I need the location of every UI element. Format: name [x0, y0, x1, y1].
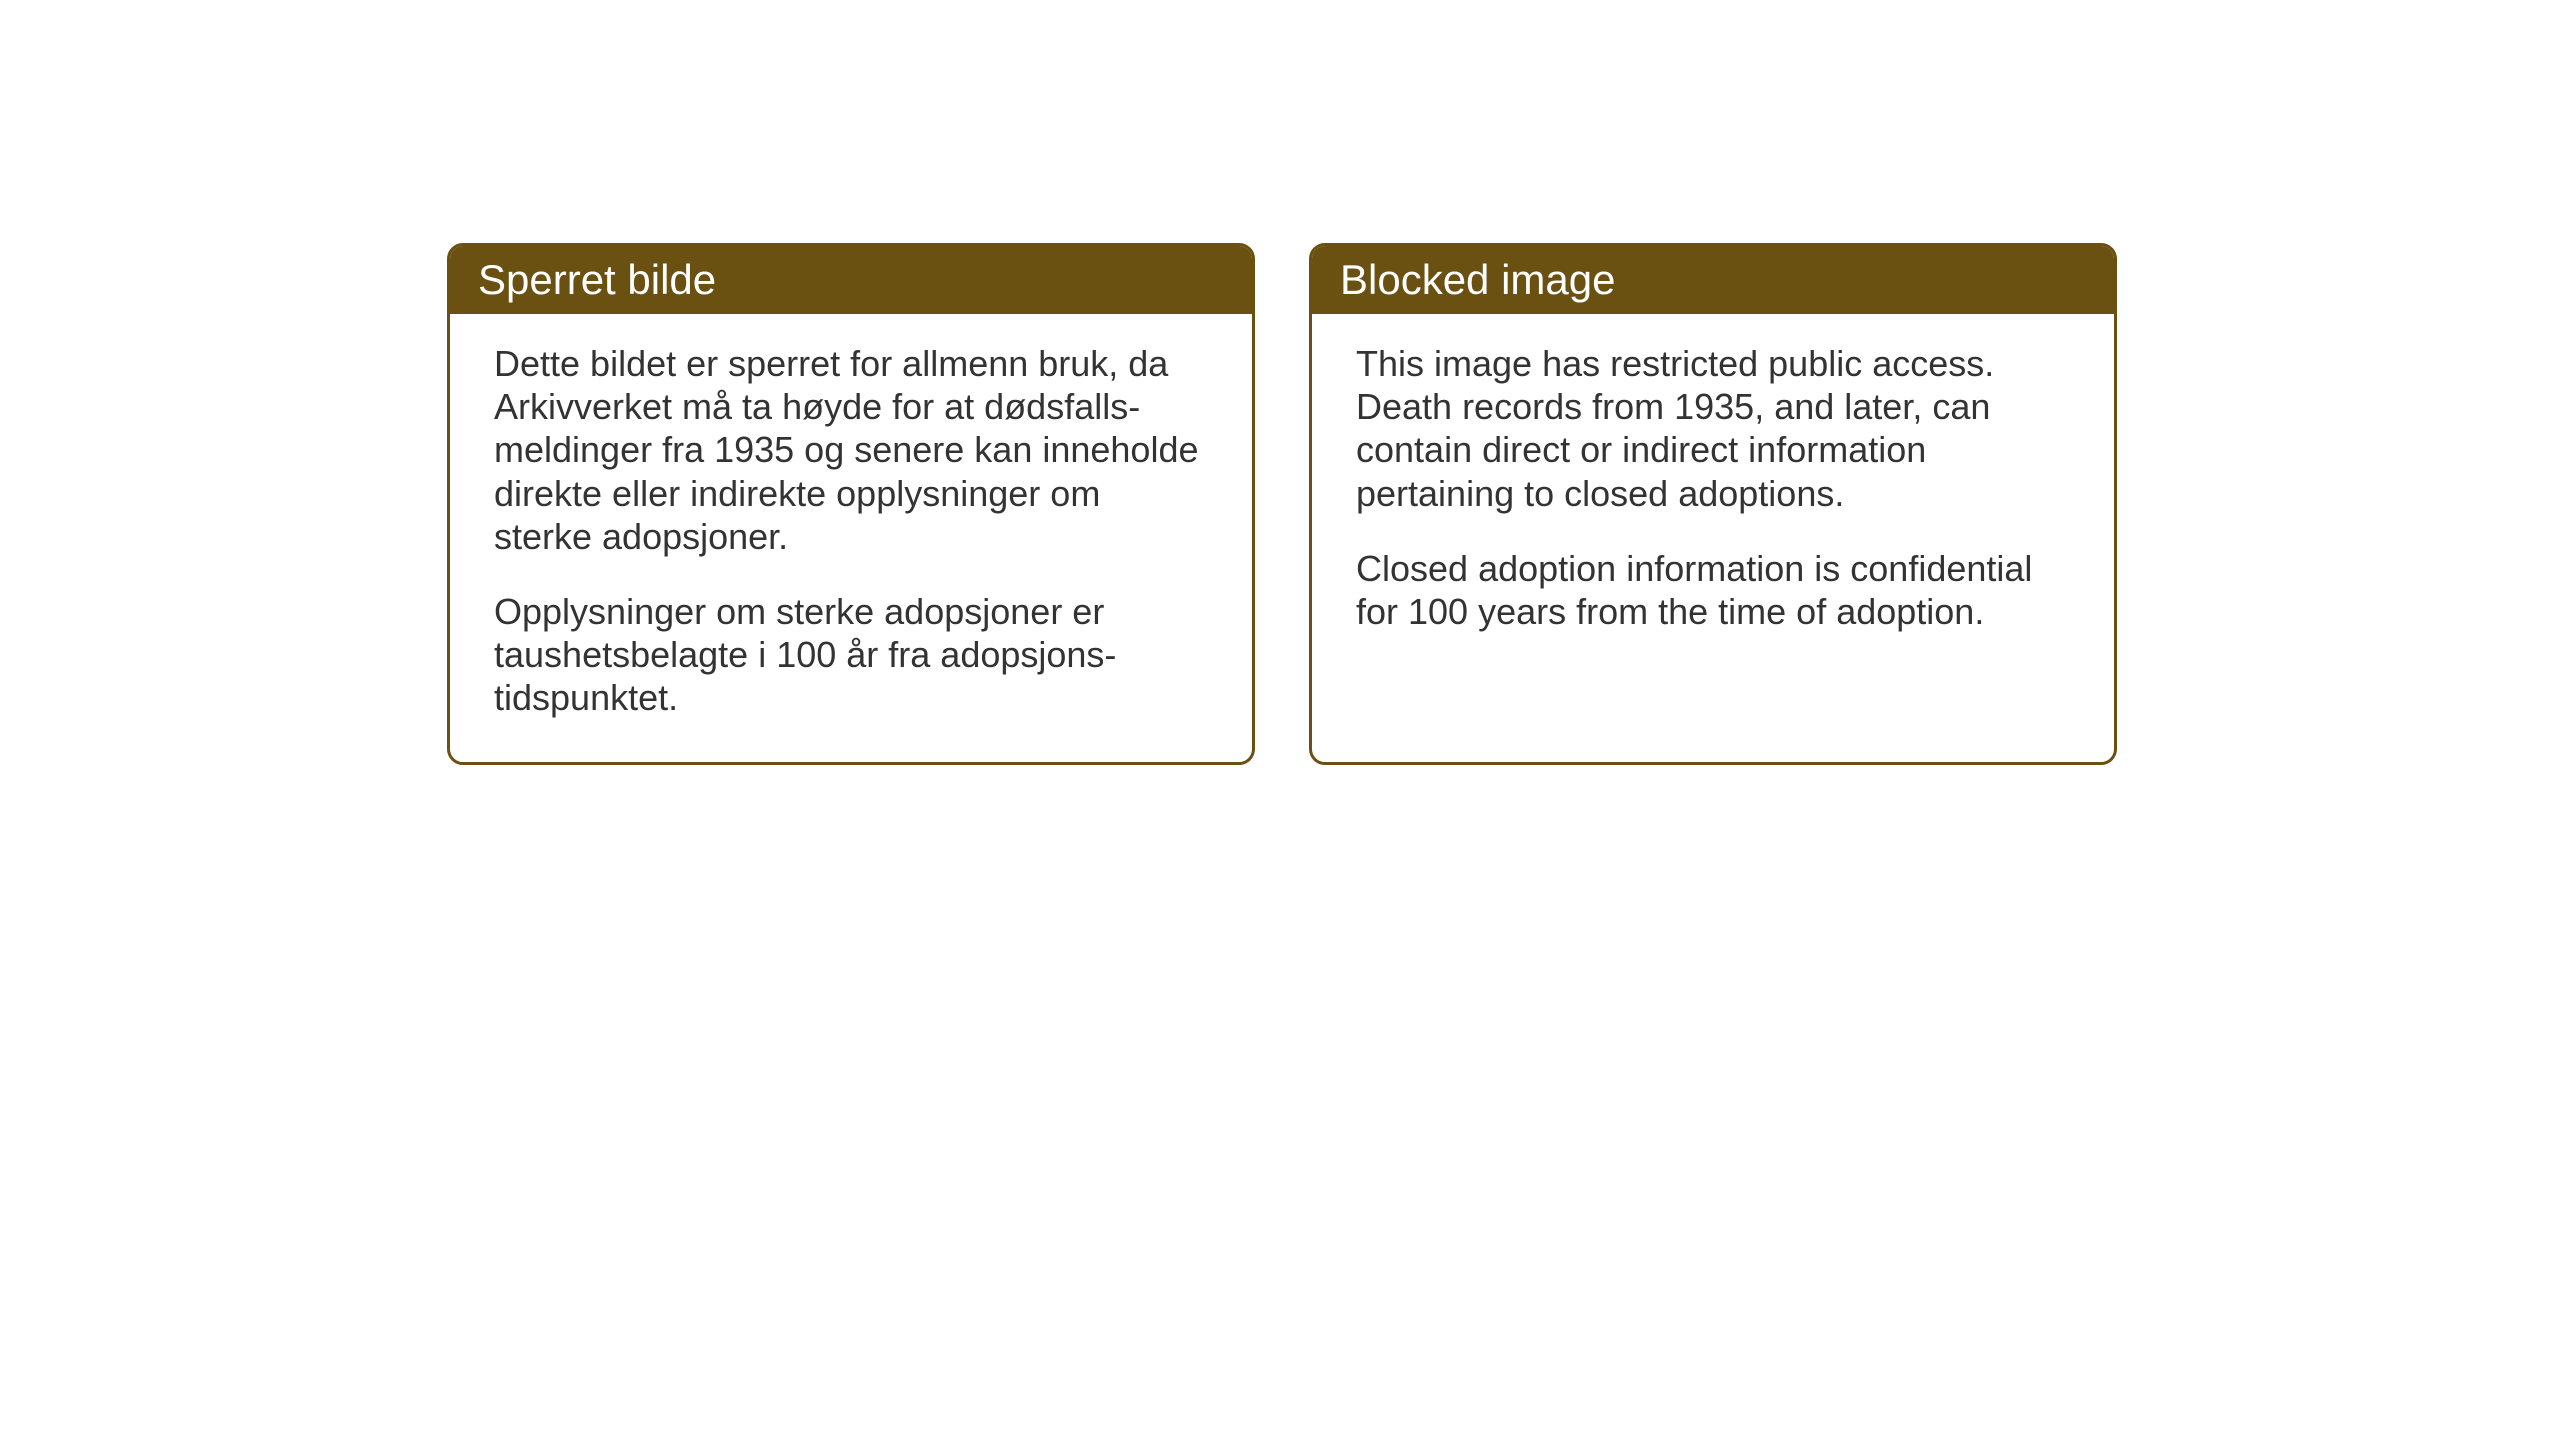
notice-paragraph-english-1: This image has restricted public access.…: [1356, 342, 2070, 515]
notice-paragraph-english-2: Closed adoption information is confident…: [1356, 547, 2070, 633]
notice-paragraph-norwegian-1: Dette bildet er sperret for allmenn bruk…: [494, 342, 1208, 558]
notice-box-english: Blocked image This image has restricted …: [1309, 243, 2117, 765]
notice-header-english: Blocked image: [1312, 246, 2114, 314]
notice-title-english: Blocked image: [1340, 256, 1615, 303]
notice-box-norwegian: Sperret bilde Dette bildet er sperret fo…: [447, 243, 1255, 765]
notice-title-norwegian: Sperret bilde: [478, 256, 716, 303]
notice-container: Sperret bilde Dette bildet er sperret fo…: [447, 243, 2117, 765]
notice-header-norwegian: Sperret bilde: [450, 246, 1252, 314]
notice-paragraph-norwegian-2: Opplysninger om sterke adopsjoner er tau…: [494, 590, 1208, 720]
notice-body-english: This image has restricted public access.…: [1312, 314, 2114, 675]
notice-body-norwegian: Dette bildet er sperret for allmenn bruk…: [450, 314, 1252, 762]
